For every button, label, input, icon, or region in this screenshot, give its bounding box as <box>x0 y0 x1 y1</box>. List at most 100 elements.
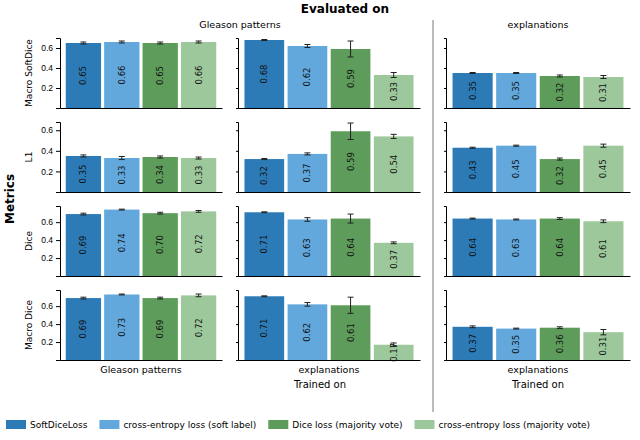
error-bar-cap <box>391 72 397 73</box>
legend-label: cross-entropy loss (majority vote) <box>438 420 590 430</box>
error-bar-cap <box>348 57 354 58</box>
error-bar-cap <box>261 212 267 213</box>
error-bar-cap <box>196 296 202 297</box>
error-bar-cap <box>261 39 267 40</box>
data-label: 0.74 <box>117 233 127 252</box>
bar <box>143 298 178 360</box>
error-bar-cap <box>513 219 519 220</box>
error-bar <box>600 76 606 79</box>
tick-mark <box>56 130 60 131</box>
plot-area <box>66 209 216 276</box>
data-label: 0.32 <box>259 166 269 185</box>
axis-line <box>239 276 421 277</box>
bar <box>496 219 536 276</box>
bar <box>453 327 493 360</box>
plot-area <box>244 123 413 192</box>
tick: 0.6 <box>41 217 60 227</box>
tick <box>444 68 446 69</box>
error-bar <box>600 220 606 223</box>
error-bar-cap <box>557 158 563 159</box>
error-bar-cap <box>304 44 310 45</box>
tick-label: 0.6 <box>41 125 53 135</box>
tick-mark <box>236 68 238 69</box>
tick <box>444 342 446 343</box>
error-bar-cap <box>391 243 397 244</box>
error-bar-cap <box>348 223 354 224</box>
error-bar-cap <box>261 159 267 160</box>
x-axis <box>239 276 421 277</box>
bar <box>288 219 328 276</box>
column-title: explanations <box>508 19 569 30</box>
data-label: 0.45 <box>511 159 521 178</box>
tick <box>236 306 238 307</box>
tick <box>444 171 446 172</box>
plot-area <box>453 73 624 109</box>
legend-swatch <box>268 420 288 429</box>
bar <box>331 131 371 192</box>
error-bar <box>348 297 354 313</box>
bar <box>540 76 580 108</box>
y-axis <box>444 291 447 361</box>
error-bar <box>513 145 519 146</box>
axis-line <box>444 291 447 361</box>
error-bar <box>557 75 563 77</box>
data-label: 0.54 <box>389 155 399 174</box>
plot-area <box>453 326 624 360</box>
error-bar-cap <box>513 329 519 330</box>
tick <box>236 68 238 69</box>
tick <box>444 151 446 152</box>
error-bar <box>470 73 476 74</box>
plot-area <box>244 212 413 276</box>
bar <box>66 298 101 360</box>
data-label: 0.33 <box>117 166 127 185</box>
data-label: 0.37 <box>468 334 478 353</box>
data-label: 0.17 <box>389 343 399 362</box>
error-bar-cap <box>470 219 476 220</box>
error-bar <box>513 219 519 221</box>
error-bar <box>513 73 519 74</box>
y-axis: 0.20.40.6 <box>41 123 60 193</box>
row-label: Macro SoftDice <box>24 39 34 107</box>
tick: 0.2 <box>41 337 60 347</box>
row-label: Dice <box>24 231 34 251</box>
error-bar <box>119 41 125 43</box>
x-axis <box>447 360 631 361</box>
bar <box>496 329 536 360</box>
error-bar-cap <box>348 313 354 314</box>
tick <box>444 258 446 259</box>
error-bar <box>157 42 163 44</box>
axis-line <box>61 192 223 193</box>
row-label: Macro Dice <box>24 300 34 350</box>
error-bar-cap <box>391 77 397 78</box>
error-bar-cap <box>80 44 86 45</box>
data-label: 0.33 <box>389 82 399 101</box>
error-bar-cap <box>470 147 476 148</box>
bar <box>104 158 139 192</box>
axis-line <box>56 291 61 361</box>
data-label: 0.35 <box>511 81 521 100</box>
tick-label: 0.2 <box>41 253 53 263</box>
x-axis <box>447 192 631 193</box>
x-axis <box>447 108 631 109</box>
x-axis <box>239 360 421 361</box>
tick <box>236 258 238 259</box>
tick <box>236 324 238 325</box>
x-axis-title: Trained on <box>511 379 564 390</box>
bar <box>583 77 623 108</box>
bar <box>453 73 493 108</box>
x-tick-label: explanations <box>299 364 360 375</box>
x-tick-label: Gleason patterns <box>100 364 181 375</box>
tick-mark <box>444 258 446 259</box>
error-bar-cap <box>470 73 476 74</box>
tick-mark <box>56 324 60 325</box>
error-bar-cap <box>157 155 163 156</box>
error-bar-cap <box>600 334 606 335</box>
tick: 0.2 <box>41 167 60 177</box>
error-bar-cap <box>348 123 354 124</box>
data-label: 0.73 <box>117 318 127 337</box>
data-label: 0.31 <box>598 337 608 356</box>
data-label: 0.68 <box>259 65 269 84</box>
axis-line <box>61 360 223 361</box>
error-bar-cap <box>196 212 202 213</box>
data-label: 0.64 <box>346 238 356 257</box>
